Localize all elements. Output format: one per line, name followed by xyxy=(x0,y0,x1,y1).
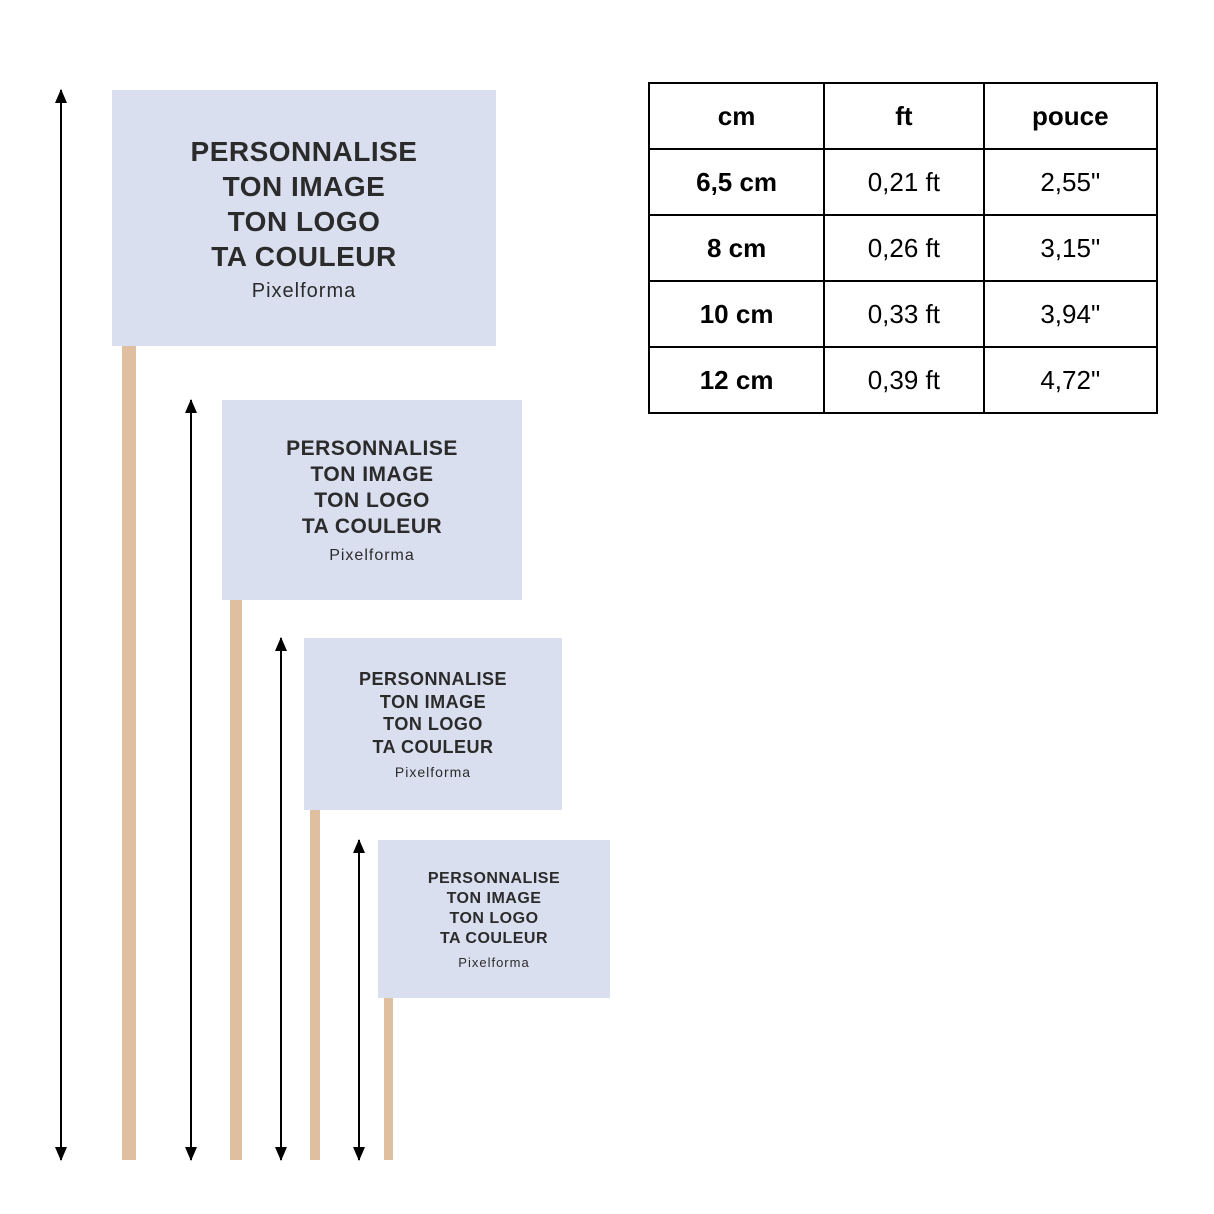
flag-text-line: TON IMAGE xyxy=(223,169,386,204)
table-cell: 0,39 ft xyxy=(824,347,983,413)
arrow-up-icon xyxy=(353,839,365,853)
table-row: 8 cm0,26 ft3,15" xyxy=(649,215,1157,281)
brand-label: Pixelforma xyxy=(458,955,529,970)
flag-text-line: TON LOGO xyxy=(314,488,430,514)
table-cell: 4,72" xyxy=(984,347,1157,413)
brand-label: Pixelforma xyxy=(329,547,415,565)
table-cell: 10 cm xyxy=(649,281,824,347)
col-header-ft: ft xyxy=(824,83,983,149)
table-header-row: cm ft pouce xyxy=(649,83,1157,149)
flag-text-line: PERSONNALISE xyxy=(428,869,560,889)
arrow-up-icon xyxy=(55,89,67,103)
table-cell: 0,26 ft xyxy=(824,215,983,281)
flag-text-line: PERSONNALISE xyxy=(359,668,507,691)
table-cell: 6,5 cm xyxy=(649,149,824,215)
table-row: 6,5 cm0,21 ft2,55" xyxy=(649,149,1157,215)
flag-large: PERSONNALISE TON IMAGE TON LOGO TA COULE… xyxy=(112,90,496,346)
flag-text-line: TA COULEUR xyxy=(211,239,396,274)
flag-stick-2 xyxy=(230,596,242,1160)
brand-label: Pixelforma xyxy=(252,280,356,303)
flag-text-line: TA COULEUR xyxy=(302,514,442,540)
height-arrow-1 xyxy=(60,90,62,1160)
flag-medium: PERSONNALISE TON IMAGE TON LOGO TA COULE… xyxy=(222,400,522,600)
col-header-cm: cm xyxy=(649,83,824,149)
table-row: 12 cm0,39 ft4,72" xyxy=(649,347,1157,413)
table-cell: 3,94" xyxy=(984,281,1157,347)
height-arrow-2 xyxy=(190,400,192,1160)
table-cell: 12 cm xyxy=(649,347,824,413)
flag-text-line: TON LOGO xyxy=(383,713,483,736)
height-arrow-3 xyxy=(280,638,282,1160)
flag-text-line: PERSONNALISE xyxy=(191,134,418,169)
arrow-down-icon xyxy=(185,1147,197,1161)
flag-xsmall: PERSONNALISE TON IMAGE TON LOGO TA COULE… xyxy=(378,840,610,998)
flag-stick-3 xyxy=(310,806,320,1160)
flag-text-line: TON IMAGE xyxy=(447,889,542,909)
flag-text-line: TA COULEUR xyxy=(373,736,494,759)
flag-text-line: TON IMAGE xyxy=(310,462,433,488)
arrow-down-icon xyxy=(353,1147,365,1161)
arrow-down-icon xyxy=(275,1147,287,1161)
col-header-pouce: pouce xyxy=(984,83,1157,149)
flag-text-line: TA COULEUR xyxy=(440,929,548,949)
table-row: 10 cm0,33 ft3,94" xyxy=(649,281,1157,347)
flag-stick-4 xyxy=(384,996,393,1160)
size-conversion-table: cm ft pouce 6,5 cm0,21 ft2,55"8 cm0,26 f… xyxy=(648,82,1158,414)
arrow-up-icon xyxy=(185,399,197,413)
infographic-canvas: PERSONNALISE TON IMAGE TON LOGO TA COULE… xyxy=(0,0,1214,1214)
flag-small: PERSONNALISE TON IMAGE TON LOGO TA COULE… xyxy=(304,638,562,810)
flag-text-line: TON IMAGE xyxy=(380,691,486,714)
arrow-up-icon xyxy=(275,637,287,651)
table-cell: 3,15" xyxy=(984,215,1157,281)
flag-stick-1 xyxy=(122,334,136,1160)
arrow-down-icon xyxy=(55,1147,67,1161)
table-cell: 0,21 ft xyxy=(824,149,983,215)
flag-text-line: TON LOGO xyxy=(228,204,381,239)
table-cell: 2,55" xyxy=(984,149,1157,215)
flag-text-line: PERSONNALISE xyxy=(286,436,458,462)
flag-text-line: TON LOGO xyxy=(449,909,538,929)
brand-label: Pixelforma xyxy=(395,764,471,780)
height-arrow-4 xyxy=(358,840,360,1160)
table-cell: 0,33 ft xyxy=(824,281,983,347)
table-cell: 8 cm xyxy=(649,215,824,281)
